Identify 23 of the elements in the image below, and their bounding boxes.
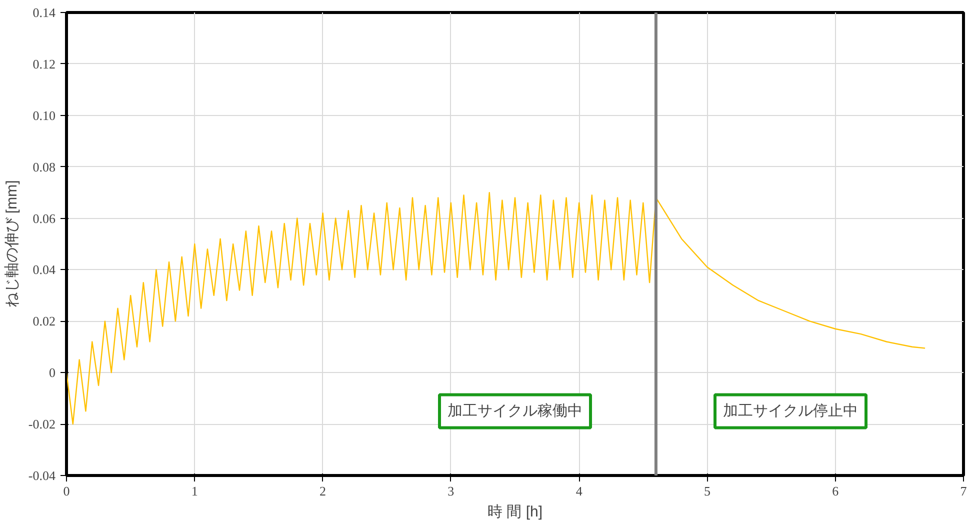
y-tick-label: -0.02 [28,416,56,432]
x-tick-label: 2 [320,484,326,498]
x-tick-label: 5 [704,484,710,498]
y-tick-label: 0.02 [32,314,56,329]
y-tick-label: 0 [49,365,56,380]
y-tick-label: 0.10 [32,108,56,123]
y-tick-label: 0.12 [32,56,56,72]
x-tick-label: 1 [191,484,198,498]
annotation: 加工サイクル停止中 [723,402,858,420]
x-tick-label: 6 [832,484,840,498]
line-series [66,192,926,425]
y-tick-label: 0.14 [32,5,56,20]
y-tick-label: 0.06 [32,210,56,226]
x-tick-label: 0 [63,484,70,498]
y-axis-title: ねじ軸の伸び [mm] [3,180,20,308]
y-tick-label: 0.04 [32,262,56,278]
x-axis-title: 時 間 [h] [487,504,543,520]
x-tick-label: 7 [960,484,968,498]
y-tick-label: 0.08 [32,159,56,174]
x-tick-label: 4 [576,484,583,498]
x-tick-label: 3 [448,484,454,498]
y-tick-label: -0.04 [28,468,56,483]
annotation: 加工サイクル稼働中 [448,402,582,420]
